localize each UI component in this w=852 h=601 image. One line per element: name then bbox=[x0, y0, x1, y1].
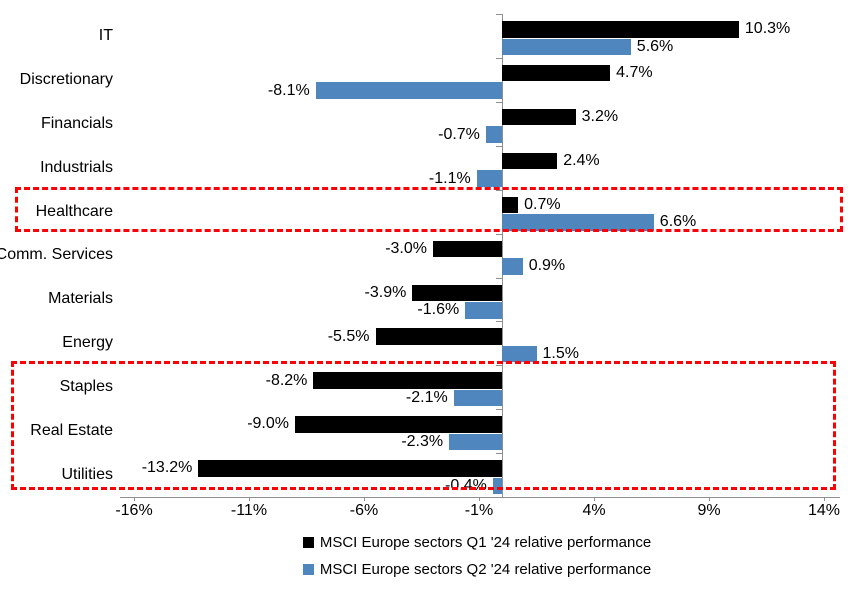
x-tick-label-6: -6% bbox=[349, 502, 379, 519]
category-label-financials: Financials bbox=[40, 114, 113, 132]
bar-q1-discretionary bbox=[502, 64, 611, 82]
x-tick-label-11: -11% bbox=[230, 502, 268, 519]
staples-realestate-utilities-highlight bbox=[11, 361, 836, 490]
value-label-q1-it: 10.3% bbox=[744, 20, 791, 38]
y-axis-tick bbox=[496, 101, 502, 103]
bar-q2-healthcare bbox=[502, 214, 654, 231]
x-tick-label-4: 4% bbox=[582, 502, 606, 519]
y-axis-tick bbox=[496, 277, 502, 279]
category-label-industrials: Industrials bbox=[40, 158, 113, 176]
category-label-it: IT bbox=[98, 26, 113, 44]
legend-label-q1: MSCI Europe sectors Q1 '24 relative perf… bbox=[319, 533, 652, 551]
legend-item-q2: MSCI Europe sectors Q2 '24 relative perf… bbox=[302, 559, 652, 579]
value-label-q2-energy: 1.5% bbox=[542, 345, 579, 363]
bar-q1-staples bbox=[313, 372, 502, 389]
x-axis-tick bbox=[594, 497, 595, 501]
y-axis-tick bbox=[496, 57, 502, 59]
value-label-q2-industrials: -1.1% bbox=[428, 169, 471, 187]
value-label-q1-healthcare: 0.7% bbox=[524, 195, 561, 213]
bar-q2-financials bbox=[485, 126, 502, 143]
bar-q2-materials bbox=[465, 302, 502, 319]
x-tick-label-16: -16% bbox=[115, 502, 153, 519]
category-label-energy: Energy bbox=[62, 334, 113, 352]
bar-q2-staples bbox=[453, 389, 502, 407]
x-axis bbox=[120, 497, 840, 498]
bar-q1-industrials bbox=[502, 152, 558, 170]
x-axis-tick bbox=[709, 497, 710, 501]
x-axis-tick bbox=[134, 497, 135, 501]
x-tick-label-9: 9% bbox=[697, 502, 721, 519]
x-axis-tick bbox=[824, 497, 825, 501]
value-label-q2-materials: -1.6% bbox=[417, 301, 460, 319]
category-label-healthcare: Healthcare bbox=[35, 202, 113, 220]
q2-series-swatch-icon bbox=[302, 563, 314, 575]
x-axis-tick bbox=[479, 497, 480, 501]
x-axis-tick bbox=[249, 497, 250, 501]
value-label-q1-industrials: 2.4% bbox=[563, 152, 600, 169]
y-axis-tick bbox=[496, 453, 502, 455]
y-axis-tick bbox=[496, 409, 502, 411]
bar-q2-discretionary bbox=[315, 82, 502, 99]
value-label-q2-staples: -2.1% bbox=[405, 389, 448, 406]
category-label-materials: Materials bbox=[48, 290, 113, 308]
bar-q2-energy bbox=[502, 345, 537, 363]
value-label-q1-utilities: -13.2% bbox=[141, 459, 193, 477]
category-label-discretionary: Discretionary bbox=[19, 70, 113, 88]
q1-series-swatch-icon bbox=[302, 536, 314, 548]
y-axis-tick bbox=[496, 233, 502, 235]
value-label-q2-healthcare: 6.6% bbox=[659, 213, 697, 231]
bar-q2-industrials bbox=[476, 170, 502, 187]
bar-q2-comm-services bbox=[502, 258, 523, 275]
y-axis-tick bbox=[496, 321, 502, 323]
bar-q1-healthcare bbox=[502, 196, 519, 214]
category-label-utilities: Utilities bbox=[61, 466, 113, 484]
value-label-q2-financials: -0.7% bbox=[438, 125, 480, 143]
category-label-staples: Staples bbox=[59, 378, 113, 396]
bar-q2-utilities bbox=[492, 477, 502, 495]
bar-q1-utilities bbox=[198, 460, 502, 477]
y-axis-tick bbox=[496, 14, 502, 15]
value-label-q1-materials: -3.9% bbox=[364, 283, 407, 301]
value-label-q1-financials: 3.2% bbox=[581, 108, 619, 126]
bar-q1-real-estate bbox=[295, 416, 502, 433]
value-label-q1-staples: -8.2% bbox=[265, 371, 308, 389]
x-tick-label-14: 14% bbox=[807, 502, 841, 519]
legend-label-q2: MSCI Europe sectors Q2 '24 relative perf… bbox=[319, 560, 652, 578]
bar-q2-real-estate bbox=[449, 433, 502, 451]
value-label-q1-real-estate: -9.0% bbox=[247, 415, 289, 433]
value-label-q2-real-estate: -2.3% bbox=[401, 432, 444, 450]
y-axis bbox=[502, 14, 503, 497]
value-label-q2-comm-services: 0.9% bbox=[528, 257, 566, 275]
value-label-q2-it: 5.6% bbox=[636, 37, 674, 55]
bar-q1-financials bbox=[502, 108, 576, 126]
x-axis-tick bbox=[364, 497, 365, 501]
y-axis-tick bbox=[496, 365, 502, 367]
legend-item-q1: MSCI Europe sectors Q1 '24 relative perf… bbox=[302, 532, 652, 552]
category-label-real-estate: Real Estate bbox=[30, 422, 113, 440]
value-label-q1-discretionary: 4.7% bbox=[616, 64, 653, 82]
y-axis-tick bbox=[496, 189, 502, 191]
category-label-comm-services: Comm. Services bbox=[0, 246, 113, 264]
bar-q1-comm-services bbox=[433, 240, 502, 257]
bar-q2-it bbox=[502, 38, 631, 55]
bar-q1-it bbox=[502, 21, 739, 38]
value-label-q2-discretionary: -8.1% bbox=[267, 81, 310, 99]
x-tick-label-1: -1% bbox=[464, 502, 494, 519]
healthcare-highlight bbox=[15, 187, 843, 232]
value-label-q1-energy: -5.5% bbox=[327, 327, 370, 345]
value-label-q1-comm-services: -3.0% bbox=[385, 239, 427, 257]
bar-q1-materials bbox=[412, 284, 502, 301]
bar-q1-energy bbox=[375, 328, 502, 345]
y-axis-tick bbox=[496, 145, 502, 147]
legend: MSCI Europe sectors Q1 '24 relative perf… bbox=[102, 532, 852, 579]
